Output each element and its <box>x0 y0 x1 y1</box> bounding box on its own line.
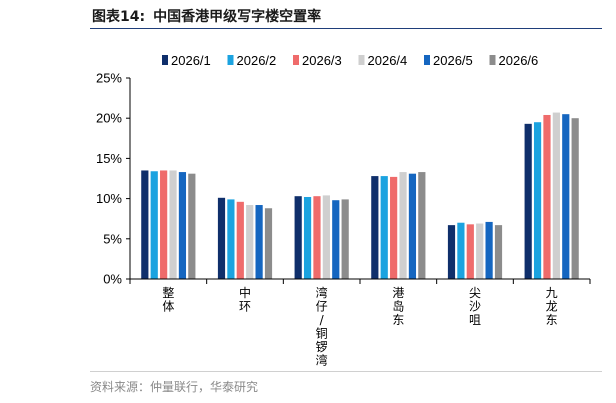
bar-2-2 <box>227 199 235 279</box>
legend-label-4: 2026/4 <box>368 53 408 68</box>
bar-5-1 <box>447 225 456 279</box>
chart-legend: 2026/1 2026/2 2026/3 2026/4 2026/5 2026/6 <box>162 53 538 68</box>
y-tick-label: 20% <box>96 111 122 126</box>
source-divider <box>90 371 602 372</box>
bar-6-5 <box>562 114 570 280</box>
y-axis: 0% 5% 10% 15% 20% 25% <box>96 71 131 287</box>
bar-3-3 <box>313 196 321 279</box>
bar-1-1 <box>141 170 149 279</box>
bar-1-3 <box>160 170 168 279</box>
bar-1-4 <box>169 170 177 279</box>
bar-2-1 <box>217 197 226 279</box>
bar-1-2 <box>150 171 158 279</box>
bar-3-4 <box>322 195 330 279</box>
legend-label-6: 2026/6 <box>499 53 539 68</box>
x-tick-label-6: 九龙东 <box>546 286 558 327</box>
figure-title: 图表14: 中国香港甲级写字楼空置率 <box>92 6 321 26</box>
bar-4-6 <box>418 172 426 279</box>
bar-5-5 <box>485 221 493 279</box>
bar-4-2 <box>380 176 388 279</box>
legend-swatch-6 <box>489 55 496 65</box>
legend-label-5: 2026/5 <box>433 53 473 68</box>
bar-3-2 <box>303 196 312 279</box>
x-tick-label-2: 中环 <box>239 285 251 314</box>
source-note: 资料来源：仲量联行，华泰研究 <box>90 380 259 394</box>
title-divider <box>90 28 602 29</box>
bar-5-6 <box>494 225 503 279</box>
bar-4-5 <box>408 173 417 279</box>
bar-4-4 <box>399 172 407 279</box>
x-tick-label-4: 港岛东 <box>392 286 404 327</box>
y-tick-label: 10% <box>96 191 122 206</box>
adjacent-figure-edge <box>606 0 616 403</box>
bar-4-3 <box>390 176 398 279</box>
bar-2-4 <box>246 205 254 279</box>
y-tick-label: 5% <box>103 231 122 246</box>
y-tick-label: 25% <box>96 71 122 86</box>
figure-label: 图表14: <box>92 9 146 25</box>
chart-bars <box>141 112 579 280</box>
bar-5-2 <box>457 222 465 279</box>
legend-label-1: 2026/1 <box>171 53 211 68</box>
bar-6-2 <box>533 122 542 279</box>
bar-2-6 <box>264 208 273 279</box>
bar-6-4 <box>552 112 560 279</box>
bar-6-1 <box>524 123 532 279</box>
legend-swatch-4 <box>358 55 365 65</box>
y-tick-label: 0% <box>103 272 122 287</box>
bar-chart: 2026/1 2026/2 2026/3 2026/4 2026/5 2026/6 0% 5… <box>96 53 591 368</box>
bar-4-1 <box>371 176 379 279</box>
legend-swatch-1 <box>162 55 168 65</box>
legend-swatch-3 <box>293 55 299 65</box>
bar-2-5 <box>255 205 263 279</box>
figure-title-text: 中国香港甲级写字楼空置率 <box>153 9 322 25</box>
x-axis: 整体 中环 湾仔/铜锣湾 港岛东 尖沙咀 九龙东 <box>129 278 591 368</box>
y-tick-label: 15% <box>96 151 122 166</box>
x-tick-label-5: 尖沙咀 <box>469 286 481 327</box>
bar-1-5 <box>178 172 187 279</box>
x-tick-label-3: 湾仔/铜锣湾 <box>316 285 328 368</box>
bar-2-3 <box>236 201 244 279</box>
bar-5-4 <box>476 223 484 279</box>
bar-3-5 <box>332 200 340 279</box>
legend-swatch-5 <box>424 55 430 65</box>
bar-3-6 <box>341 199 349 279</box>
bar-3-1 <box>294 196 302 279</box>
x-tick-label-1: 整体 <box>162 285 174 314</box>
bar-6-3 <box>543 114 551 279</box>
bar-1-6 <box>188 173 196 279</box>
bar-5-3 <box>466 224 474 279</box>
bar-6-6 <box>571 118 579 279</box>
legend-label-3: 2026/3 <box>302 53 342 68</box>
legend-label-2: 2026/2 <box>237 53 277 68</box>
legend-swatch-2 <box>227 55 234 65</box>
